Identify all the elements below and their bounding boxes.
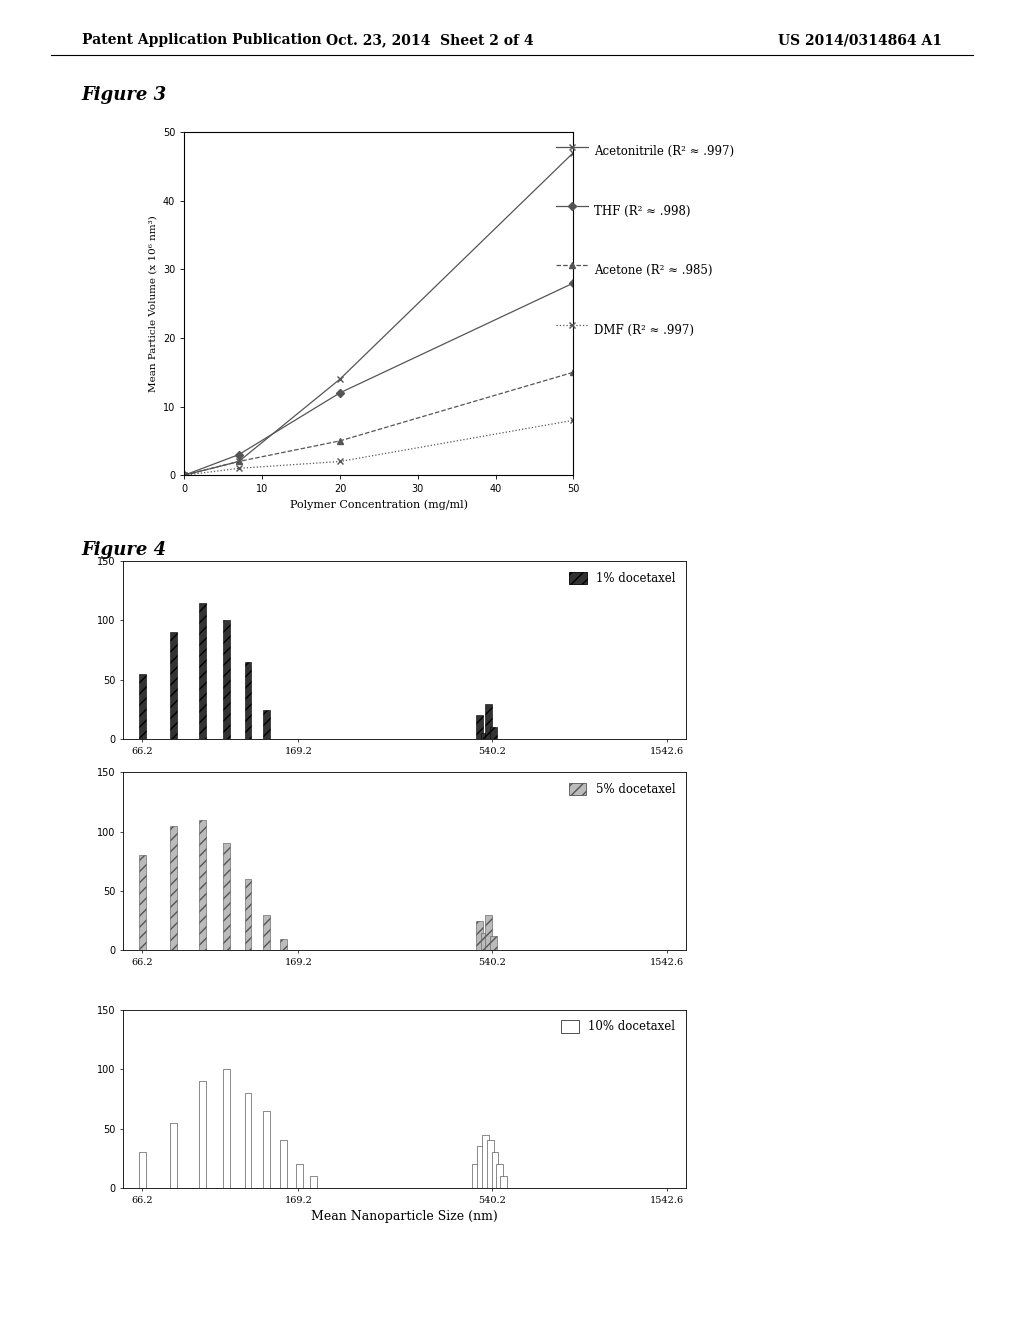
Bar: [480, 932, 487, 950]
Text: Figure 3: Figure 3: [82, 86, 167, 104]
Bar: [199, 1081, 206, 1188]
Legend: 10% docetaxel: 10% docetaxel: [557, 1015, 680, 1039]
Bar: [170, 1122, 177, 1188]
Bar: [170, 632, 177, 739]
Text: Oct. 23, 2014  Sheet 2 of 4: Oct. 23, 2014 Sheet 2 of 4: [327, 33, 534, 48]
Bar: [490, 936, 497, 950]
Bar: [138, 1152, 145, 1188]
Bar: [223, 1069, 230, 1188]
Bar: [138, 673, 145, 739]
Bar: [199, 602, 206, 739]
Text: THF (R² ≈ .998): THF (R² ≈ .998): [594, 205, 690, 218]
Text: Acetone (R² ≈ .985): Acetone (R² ≈ .985): [594, 264, 713, 277]
X-axis label: Mean Nanoparticle Size (nm): Mean Nanoparticle Size (nm): [311, 1210, 498, 1224]
Bar: [199, 820, 206, 950]
Bar: [485, 915, 493, 950]
Text: Patent Application Publication: Patent Application Publication: [82, 33, 322, 48]
Bar: [485, 704, 493, 739]
Bar: [170, 826, 177, 950]
Bar: [501, 1176, 507, 1188]
Text: US 2014/0314864 A1: US 2014/0314864 A1: [778, 33, 942, 48]
Legend: 5% docetaxel: 5% docetaxel: [564, 777, 680, 801]
Bar: [263, 710, 270, 739]
Bar: [475, 715, 482, 739]
Bar: [482, 1134, 489, 1188]
Bar: [492, 1152, 499, 1188]
Bar: [296, 1164, 303, 1188]
Bar: [477, 1146, 484, 1188]
Bar: [490, 727, 497, 739]
Bar: [496, 1164, 503, 1188]
Bar: [245, 1093, 252, 1188]
Bar: [263, 915, 270, 950]
Bar: [223, 620, 230, 739]
Text: DMF (R² ≈ .997): DMF (R² ≈ .997): [594, 323, 694, 337]
Bar: [472, 1164, 479, 1188]
Bar: [480, 734, 487, 739]
Text: Acetonitrile (R² ≈ .997): Acetonitrile (R² ≈ .997): [594, 145, 734, 158]
Bar: [487, 1140, 494, 1188]
Legend: 1% docetaxel: 1% docetaxel: [564, 566, 680, 590]
Bar: [223, 843, 230, 950]
Bar: [475, 921, 482, 950]
Bar: [310, 1176, 316, 1188]
X-axis label: Polymer Concentration (mg/ml): Polymer Concentration (mg/ml): [290, 500, 468, 511]
Text: Figure 4: Figure 4: [82, 541, 167, 560]
Bar: [263, 1110, 270, 1188]
Bar: [245, 879, 252, 950]
Bar: [281, 1140, 288, 1188]
Bar: [138, 855, 145, 950]
Y-axis label: Mean Particle Volume (x 10⁶ nm³): Mean Particle Volume (x 10⁶ nm³): [148, 215, 158, 392]
Bar: [245, 663, 252, 739]
Bar: [281, 939, 288, 950]
